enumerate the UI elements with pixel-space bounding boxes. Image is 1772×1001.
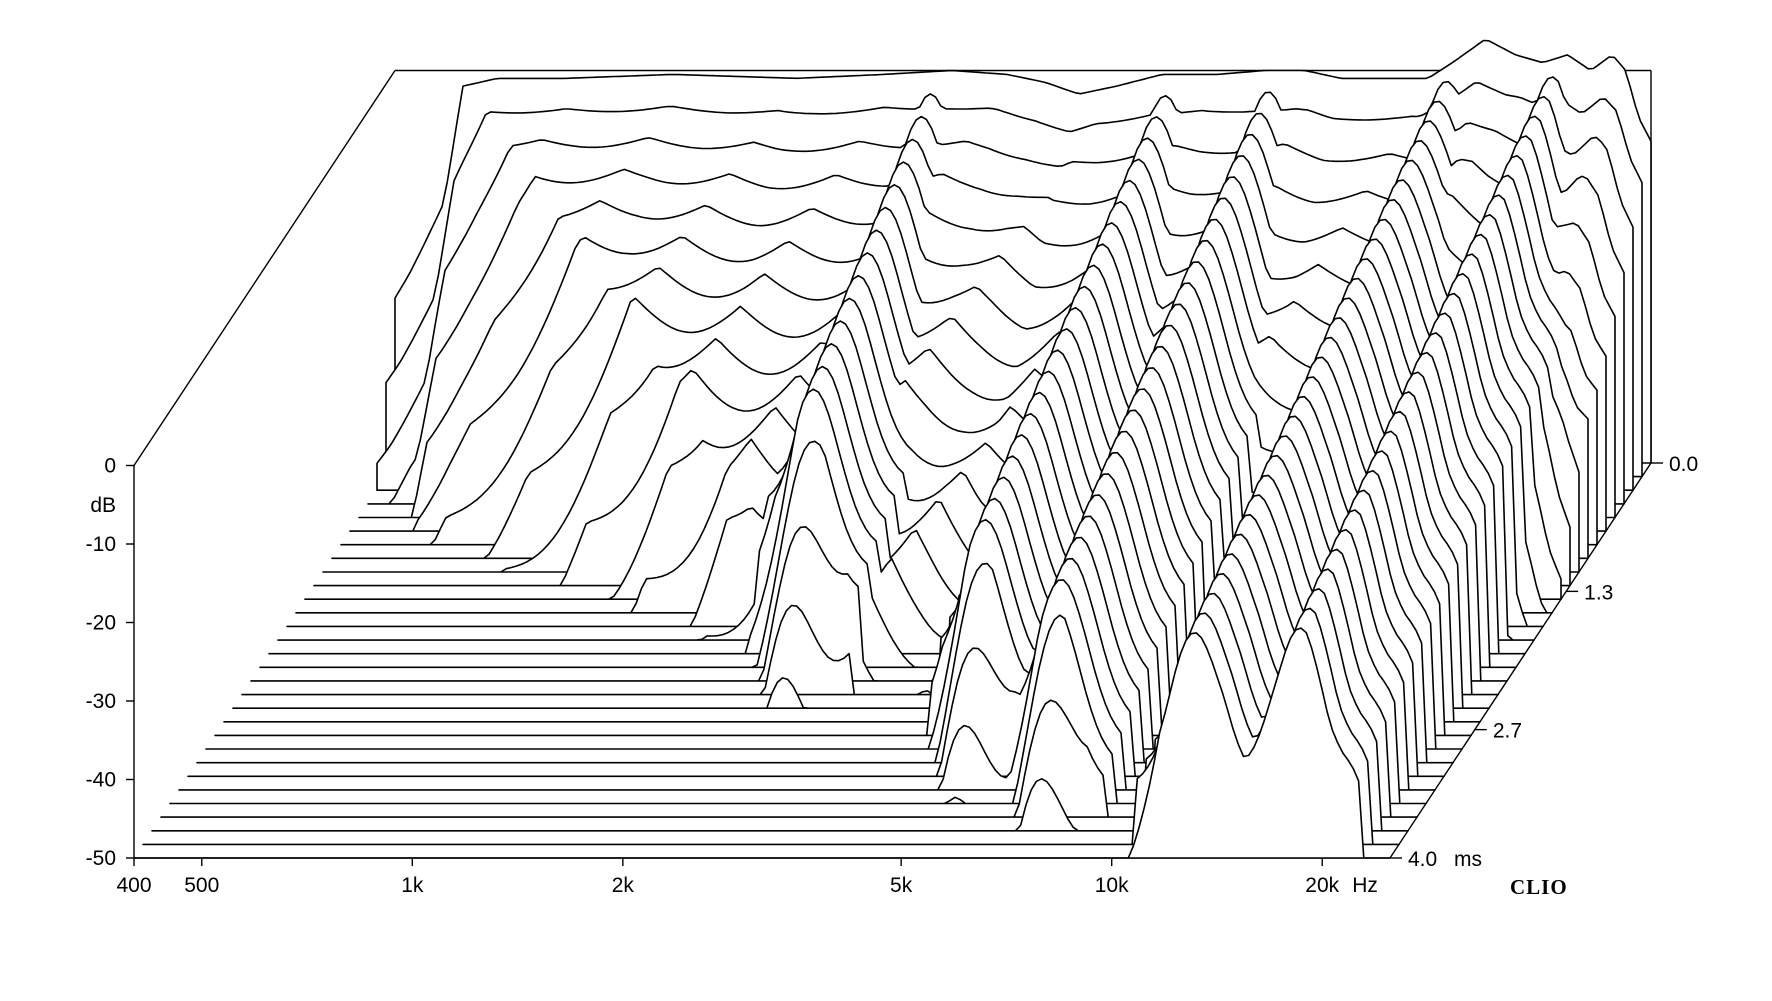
decay-slice <box>250 371 1508 682</box>
freq-tick-label: 20k <box>1305 874 1339 897</box>
decay-slice <box>268 332 1526 655</box>
decay-slice <box>214 450 1472 737</box>
time-unit-label: ms <box>1454 848 1482 871</box>
db-tick-label: -10 <box>86 533 116 556</box>
db-tick-label: -40 <box>86 769 116 792</box>
decay-slices <box>133 39 1652 859</box>
db-tick-label: 0 <box>104 455 116 478</box>
freq-tick-label: 500 <box>184 874 219 897</box>
db-tick-label: -50 <box>86 847 116 870</box>
db-tick-label: -30 <box>86 690 116 713</box>
db-tick-label: -20 <box>86 612 116 635</box>
decay-slice <box>259 351 1517 669</box>
freq-tick-label: 400 <box>116 874 151 897</box>
time-tick-label: 4.0 <box>1408 848 1437 871</box>
db-unit-label: dB <box>90 494 116 517</box>
decay-slice <box>196 489 1454 764</box>
freq-unit-label: Hz <box>1352 874 1378 897</box>
axis-labels: 0 -10 -20 -30 -40 -50 dB 400 500 1k 2k 5k 10k 20k Hz 0.… <box>86 453 1699 899</box>
decay-slice <box>277 312 1535 641</box>
freq-tick-label: 2k <box>612 874 635 897</box>
left-depth-line <box>133 70 396 466</box>
time-tick-label: 2.7 <box>1493 720 1522 743</box>
decay-slice <box>133 627 1391 859</box>
freq-tick-label: 10k <box>1095 874 1129 897</box>
brand-logo: CLIO <box>1510 875 1568 899</box>
decay-slice <box>223 430 1481 723</box>
time-tick-label: 1.3 <box>1584 581 1613 604</box>
decay-slice <box>205 469 1463 750</box>
decay-slice <box>241 391 1499 696</box>
freq-tick-label: 1k <box>401 874 424 897</box>
time-tick-label: 0.0 <box>1669 453 1698 476</box>
freq-tick-label: 5k <box>890 874 913 897</box>
right-depth-line <box>1389 462 1652 859</box>
decay-slice <box>232 410 1490 709</box>
decay-slice <box>286 292 1544 628</box>
